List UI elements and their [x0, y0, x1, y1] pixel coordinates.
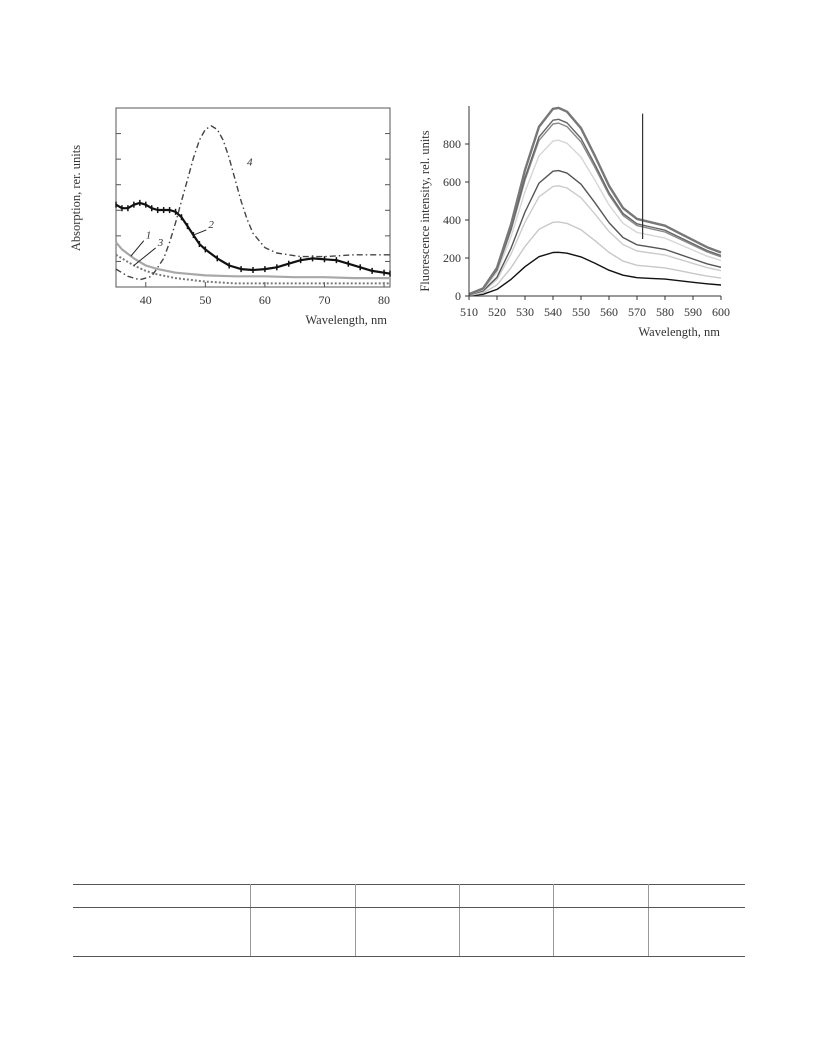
x-tick-label: 50 [199, 293, 211, 307]
table-cell [355, 907, 460, 957]
y-tick-label: 0 [455, 289, 461, 303]
series-line [468, 106, 722, 296]
table-cell [250, 907, 356, 957]
y-tick-label: 600 [443, 175, 461, 189]
table-cell [553, 907, 649, 957]
y-tick-label: 400 [443, 213, 461, 227]
series-line [468, 185, 722, 296]
curve-labels: 1 2 3 4 [130, 156, 253, 266]
curve-label-1: 1 [146, 230, 152, 242]
x-tick-label: 600 [712, 305, 730, 319]
x-axis-title: Wavelength, nm [638, 325, 720, 339]
series-line [468, 118, 722, 295]
series-group [115, 125, 391, 285]
curve-label-2: 2 [208, 219, 214, 231]
series-line-4 [115, 125, 390, 281]
x-ticks: 40 50 60 70 80 [140, 282, 390, 307]
series-line [468, 251, 722, 297]
table-cell [73, 907, 251, 957]
y-ticks: 0 200 400 600 800 [443, 137, 469, 303]
table-cell [355, 884, 460, 908]
y-tick-label: 800 [443, 137, 461, 151]
label-leader [193, 229, 207, 236]
series-line [468, 139, 722, 296]
x-tick-label: 540 [544, 305, 562, 319]
curve-label-3: 3 [157, 237, 164, 249]
x-tick-label: 550 [572, 305, 590, 319]
x-axis-title: Wavelength, nm [305, 313, 387, 327]
table-cell [459, 884, 554, 908]
label-leader [130, 240, 145, 257]
x-tick-label: 520 [488, 305, 506, 319]
data-table [73, 884, 745, 957]
x-tick-label: 60 [259, 293, 271, 307]
x-tick-label: 590 [684, 305, 702, 319]
x-ticks: 510 520 530 540 550 560 570 580 590 600 [460, 296, 730, 319]
table-cell [250, 884, 356, 908]
series-line-1 [115, 241, 390, 280]
fluorescence-chart: 0 200 400 600 800 510 520 530 540 550 560 570 580 59… [418, 106, 730, 339]
label-leader [133, 247, 157, 266]
x-tick-label: 580 [656, 305, 674, 319]
series-line-2 [115, 201, 391, 275]
x-tick-label: 570 [628, 305, 646, 319]
y-axis-title: Absorption, rer. units [69, 145, 83, 251]
curve-label-4: 4 [247, 156, 253, 168]
x-tick-label: 510 [460, 305, 478, 319]
table-header-row [73, 884, 745, 908]
table-cell [648, 884, 745, 908]
series-group [468, 106, 722, 297]
plot-frame [115, 107, 391, 288]
y-tick-label: 200 [443, 251, 461, 265]
x-tick-label: 560 [600, 305, 618, 319]
x-tick-label: 70 [318, 293, 330, 307]
series-line [468, 169, 722, 296]
table-cell [459, 907, 554, 957]
x-tick-label: 40 [140, 293, 152, 307]
y-axis-title: Fluorescence intensity, rel. units [418, 130, 432, 291]
table-row [73, 907, 745, 957]
x-tick-label: 530 [516, 305, 534, 319]
table-cell [553, 884, 649, 908]
table-cell [73, 884, 251, 908]
x-tick-label: 80 [378, 293, 390, 307]
series-line [468, 221, 722, 296]
series-line [468, 122, 722, 295]
y-ticks [116, 133, 390, 262]
absorption-chart: 40 50 60 70 80 1 2 3 4 Wavelength, nm Absorptio… [69, 107, 391, 327]
table-cell [648, 907, 745, 957]
